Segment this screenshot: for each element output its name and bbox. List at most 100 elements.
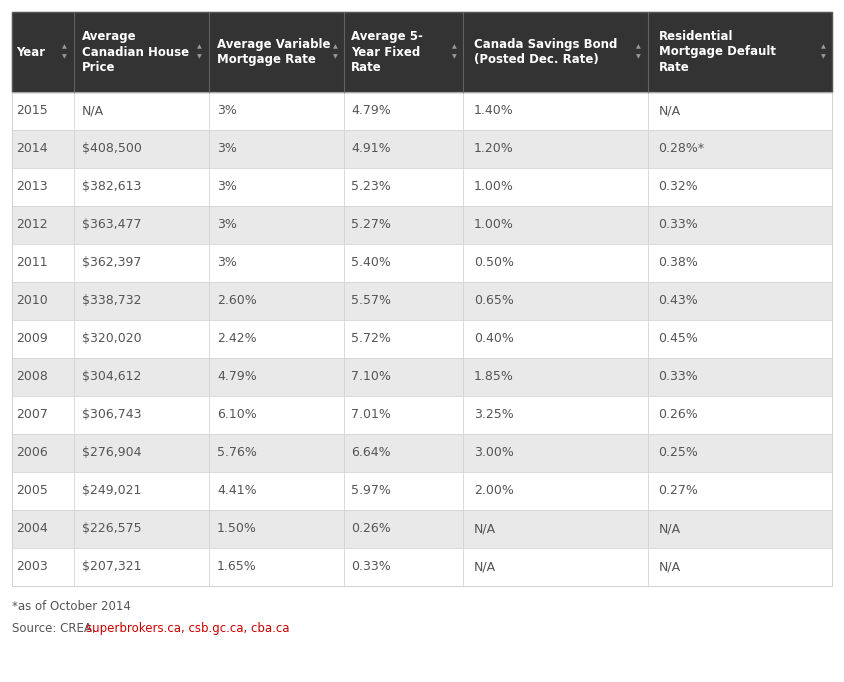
Text: 5.57%: 5.57% bbox=[351, 295, 392, 308]
Bar bbox=[12, 92, 73, 130]
Text: Source: CREA,: Source: CREA, bbox=[12, 622, 100, 635]
Text: 2015: 2015 bbox=[16, 104, 47, 117]
Bar bbox=[344, 358, 463, 396]
Text: ▼: ▼ bbox=[62, 55, 67, 59]
Text: 6.10%: 6.10% bbox=[217, 409, 257, 421]
Bar bbox=[344, 320, 463, 358]
Text: 0.65%: 0.65% bbox=[474, 295, 514, 308]
Text: 3%: 3% bbox=[217, 181, 237, 194]
Bar bbox=[344, 168, 463, 206]
Bar bbox=[73, 472, 208, 510]
Text: ▼: ▼ bbox=[452, 55, 457, 59]
Text: $226,575: $226,575 bbox=[82, 522, 141, 535]
Bar bbox=[208, 548, 344, 586]
Bar bbox=[463, 358, 647, 396]
Text: $382,613: $382,613 bbox=[82, 181, 141, 194]
Bar bbox=[344, 396, 463, 434]
Text: 2.42%: 2.42% bbox=[217, 333, 257, 346]
Bar bbox=[463, 510, 647, 548]
Bar bbox=[463, 396, 647, 434]
Bar bbox=[12, 320, 73, 358]
Text: N/A: N/A bbox=[82, 104, 104, 117]
Text: 2003: 2003 bbox=[16, 561, 47, 574]
Bar bbox=[463, 282, 647, 320]
Bar bbox=[344, 434, 463, 472]
Bar bbox=[208, 320, 344, 358]
Text: 3.25%: 3.25% bbox=[474, 409, 514, 421]
Bar bbox=[463, 130, 647, 168]
Text: Average Variable
Mortgage Rate: Average Variable Mortgage Rate bbox=[217, 38, 330, 66]
Bar bbox=[463, 168, 647, 206]
Bar bbox=[344, 12, 463, 92]
Bar bbox=[344, 510, 463, 548]
Text: 4.41%: 4.41% bbox=[217, 484, 257, 497]
Text: ▼: ▼ bbox=[333, 55, 338, 59]
Bar bbox=[73, 92, 208, 130]
Text: 5.27%: 5.27% bbox=[351, 218, 391, 231]
Bar bbox=[647, 282, 832, 320]
Bar bbox=[344, 130, 463, 168]
Bar bbox=[12, 168, 73, 206]
Text: 0.26%: 0.26% bbox=[351, 522, 391, 535]
Bar bbox=[73, 510, 208, 548]
Bar bbox=[12, 92, 832, 586]
Bar bbox=[463, 472, 647, 510]
Text: ▲: ▲ bbox=[197, 44, 203, 50]
Text: 0.32%: 0.32% bbox=[658, 181, 698, 194]
Text: 0.45%: 0.45% bbox=[658, 333, 699, 346]
Text: ▼: ▼ bbox=[197, 55, 203, 59]
Text: 1.00%: 1.00% bbox=[474, 181, 514, 194]
Bar bbox=[647, 320, 832, 358]
Bar bbox=[344, 472, 463, 510]
Text: 2013: 2013 bbox=[16, 181, 47, 194]
Bar bbox=[463, 434, 647, 472]
Bar bbox=[463, 320, 647, 358]
Text: 6.64%: 6.64% bbox=[351, 447, 391, 460]
Bar bbox=[73, 12, 208, 92]
Bar bbox=[12, 282, 73, 320]
Text: 3%: 3% bbox=[217, 143, 237, 155]
Text: ▲: ▲ bbox=[62, 44, 67, 50]
Text: 2.00%: 2.00% bbox=[474, 484, 514, 497]
Text: $276,904: $276,904 bbox=[82, 447, 141, 460]
Text: Year: Year bbox=[16, 46, 45, 59]
Text: 1.20%: 1.20% bbox=[474, 143, 514, 155]
Bar bbox=[208, 358, 344, 396]
Text: $304,612: $304,612 bbox=[82, 370, 141, 383]
Bar bbox=[12, 130, 73, 168]
Bar bbox=[647, 130, 832, 168]
Text: 0.50%: 0.50% bbox=[474, 256, 514, 269]
Text: N/A: N/A bbox=[474, 522, 496, 535]
Text: 0.33%: 0.33% bbox=[658, 218, 698, 231]
Text: $362,397: $362,397 bbox=[82, 256, 141, 269]
Text: 2009: 2009 bbox=[16, 333, 47, 346]
Bar bbox=[12, 206, 73, 244]
Text: 5.97%: 5.97% bbox=[351, 484, 391, 497]
Bar bbox=[73, 320, 208, 358]
Text: Residential
Mortgage Default
Rate: Residential Mortgage Default Rate bbox=[658, 30, 776, 74]
Bar bbox=[208, 168, 344, 206]
Bar bbox=[344, 282, 463, 320]
Text: 7.10%: 7.10% bbox=[351, 370, 391, 383]
Text: 5.72%: 5.72% bbox=[351, 333, 391, 346]
Text: 7.01%: 7.01% bbox=[351, 409, 391, 421]
Bar bbox=[12, 434, 73, 472]
Text: 5.23%: 5.23% bbox=[351, 181, 391, 194]
Text: 2008: 2008 bbox=[16, 370, 47, 383]
Text: 4.79%: 4.79% bbox=[351, 104, 391, 117]
Text: N/A: N/A bbox=[658, 561, 681, 574]
Text: 5.76%: 5.76% bbox=[217, 447, 257, 460]
Text: Canada Savings Bond
(Posted Dec. Rate): Canada Savings Bond (Posted Dec. Rate) bbox=[474, 38, 618, 66]
Text: ▲: ▲ bbox=[452, 44, 457, 50]
Text: 3%: 3% bbox=[217, 104, 237, 117]
Bar bbox=[647, 472, 832, 510]
Text: superbrokers.ca, csb.gc.ca, cba.ca: superbrokers.ca, csb.gc.ca, cba.ca bbox=[86, 622, 289, 635]
Text: $320,020: $320,020 bbox=[82, 333, 141, 346]
Text: Average
Canadian House
Price: Average Canadian House Price bbox=[82, 30, 189, 74]
Bar bbox=[73, 130, 208, 168]
Bar bbox=[463, 244, 647, 282]
Bar bbox=[12, 472, 73, 510]
Text: $338,732: $338,732 bbox=[82, 295, 141, 308]
Bar bbox=[208, 12, 344, 92]
Bar bbox=[73, 396, 208, 434]
